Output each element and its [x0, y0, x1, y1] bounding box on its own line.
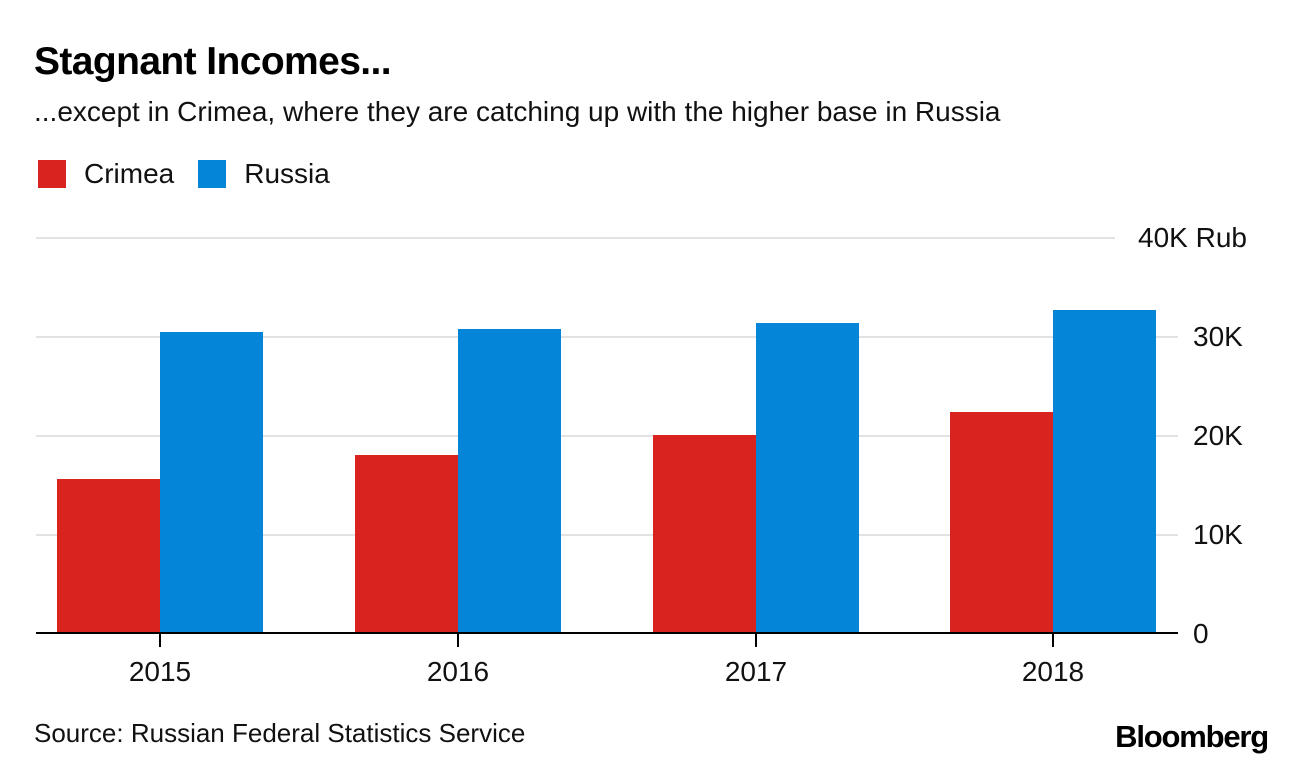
- gridline-30k: [36, 336, 1178, 338]
- legend: Crimea Russia: [38, 158, 330, 190]
- bar-chart-plot-area: 2015 2016 2017 2018 0 10K 20K 30K 40K Rub: [36, 222, 1247, 687]
- x-axis-label-2015: 2015: [128, 656, 192, 687]
- y-axis-label-30k: 30K: [1193, 321, 1243, 352]
- bar-crimea-2017: [653, 435, 756, 634]
- bar-russia-2016: [458, 329, 561, 634]
- legend-item-russia: Russia: [198, 158, 330, 190]
- x-axis-label-2016: 2016: [426, 656, 490, 687]
- y-axis-label-20k: 20K: [1193, 420, 1243, 451]
- x-axis-label-2017: 2017: [724, 656, 788, 687]
- y-axis-label-10k: 10K: [1193, 519, 1243, 550]
- legend-item-crimea: Crimea: [38, 158, 174, 190]
- chart-subtitle: ...except in Crimea, where they are catc…: [34, 96, 1001, 127]
- gridline-40k-rub: [36, 237, 1115, 239]
- legend-label-russia: Russia: [244, 158, 330, 189]
- bloomberg-logo: Bloomberg: [1115, 719, 1269, 754]
- x-tick-2015: [159, 634, 161, 647]
- y-axis-label-0: 0: [1193, 618, 1209, 649]
- x-tick-2016: [457, 634, 459, 647]
- russia-color-swatch: [198, 160, 227, 188]
- x-tick-2018: [1052, 634, 1054, 647]
- source-note: Source: Russian Federal Statistics Servi…: [34, 718, 526, 748]
- bar-russia-2015: [160, 332, 263, 634]
- legend-label-crimea: Crimea: [84, 158, 175, 189]
- y-axis-label-40k-rub: 40K Rub: [1138, 222, 1247, 253]
- bar-crimea-2016: [355, 454, 458, 634]
- x-axis-label-2018: 2018: [1021, 656, 1085, 687]
- x-axis-line: [36, 632, 1178, 634]
- x-tick-2017: [755, 634, 757, 647]
- bar-russia-2018: [1053, 310, 1156, 634]
- bar-crimea-2018: [950, 412, 1053, 634]
- chart-title: Stagnant Incomes...: [34, 40, 392, 83]
- crimea-color-swatch: [38, 160, 66, 188]
- bar-russia-2017: [756, 323, 859, 634]
- gridline-20k: [36, 435, 1178, 437]
- gridline-10k: [36, 534, 1178, 536]
- bar-crimea-2015: [57, 478, 160, 634]
